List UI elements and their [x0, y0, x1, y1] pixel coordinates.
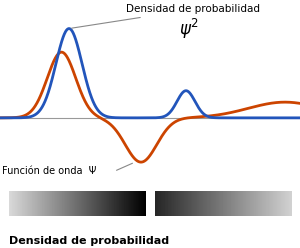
Text: Función de onda  Ψ: Función de onda Ψ — [2, 166, 96, 176]
Text: $\psi^2$: $\psi^2$ — [179, 17, 199, 41]
Text: Densidad de probabilidad: Densidad de probabilidad — [72, 4, 260, 28]
Text: Densidad de probabilidad: Densidad de probabilidad — [9, 236, 169, 246]
